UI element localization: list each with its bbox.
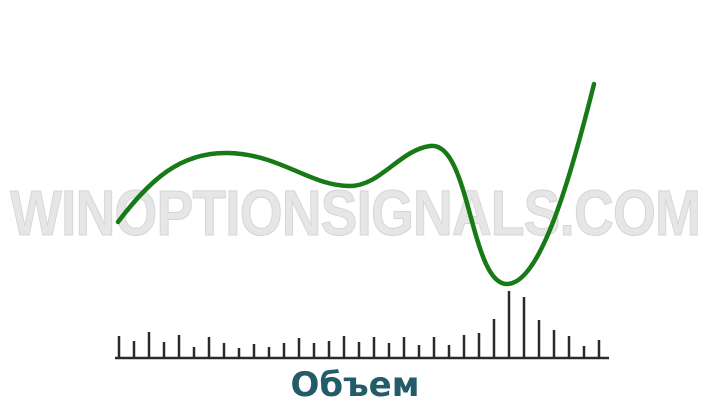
volume-label: Объем: [290, 365, 419, 405]
volume-bars: [117, 291, 601, 358]
watermark: WINOPTIONSIGNALS.COM: [10, 177, 700, 249]
price-curve: [115, 81, 597, 287]
